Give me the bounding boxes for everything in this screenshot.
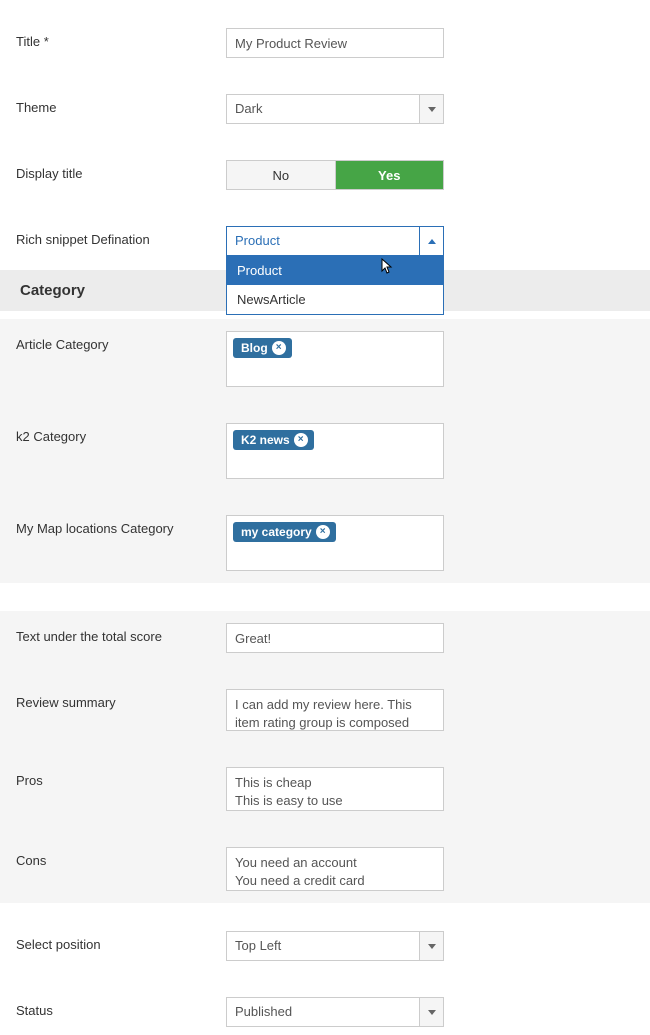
rich-snippet-label: Rich snippet Defination xyxy=(16,226,226,247)
chevron-down-icon xyxy=(419,932,443,960)
tag-remove-icon[interactable]: × xyxy=(316,525,330,539)
display-title-toggle[interactable]: No Yes xyxy=(226,160,444,190)
status-select[interactable]: Published xyxy=(226,997,444,1027)
tag-label: Blog xyxy=(241,341,268,355)
pros-textarea[interactable] xyxy=(226,767,444,811)
status-label: Status xyxy=(16,997,226,1018)
score-text-label: Text under the total score xyxy=(16,623,226,644)
chevron-down-icon xyxy=(419,95,443,123)
select-position-label: Select position xyxy=(16,931,226,952)
rich-snippet-value: Product xyxy=(227,227,419,255)
chevron-down-icon xyxy=(419,998,443,1026)
article-category-label: Article Category xyxy=(16,331,226,352)
cons-label: Cons xyxy=(16,847,226,868)
tag-k2news[interactable]: K2 news × xyxy=(233,430,314,450)
tag-remove-icon[interactable]: × xyxy=(272,341,286,355)
rich-snippet-select[interactable]: Product xyxy=(226,226,444,256)
k2-category-label: k2 Category xyxy=(16,423,226,444)
map-category-field[interactable]: my category × xyxy=(226,515,444,571)
tag-remove-icon[interactable]: × xyxy=(294,433,308,447)
pros-label: Pros xyxy=(16,767,226,788)
k2-category-field[interactable]: K2 news × xyxy=(226,423,444,479)
select-position-select[interactable]: Top Left xyxy=(226,931,444,961)
chevron-up-icon xyxy=(419,227,443,255)
theme-value: Dark xyxy=(227,95,419,123)
map-category-label: My Map locations Category xyxy=(16,515,226,536)
display-title-label: Display title xyxy=(16,160,226,181)
review-summary-label: Review summary xyxy=(16,689,226,710)
rich-snippet-dropdown: Product NewsArticle xyxy=(226,256,444,315)
cons-textarea[interactable] xyxy=(226,847,444,891)
tag-label: my category xyxy=(241,525,312,539)
dropdown-option-product[interactable]: Product xyxy=(227,256,443,285)
score-text-input[interactable] xyxy=(226,623,444,653)
status-value: Published xyxy=(227,998,419,1026)
review-summary-textarea[interactable] xyxy=(226,689,444,731)
display-title-no[interactable]: No xyxy=(227,161,336,189)
tag-blog[interactable]: Blog × xyxy=(233,338,292,358)
select-position-value: Top Left xyxy=(227,932,419,960)
title-input[interactable] xyxy=(226,28,444,58)
tag-mycategory[interactable]: my category × xyxy=(233,522,336,542)
theme-label: Theme xyxy=(16,94,226,115)
dropdown-option-newsarticle[interactable]: NewsArticle xyxy=(227,285,443,314)
title-label: Title * xyxy=(16,28,226,49)
theme-select[interactable]: Dark xyxy=(226,94,444,124)
tag-label: K2 news xyxy=(241,433,290,447)
article-category-field[interactable]: Blog × xyxy=(226,331,444,387)
display-title-yes[interactable]: Yes xyxy=(336,161,444,189)
